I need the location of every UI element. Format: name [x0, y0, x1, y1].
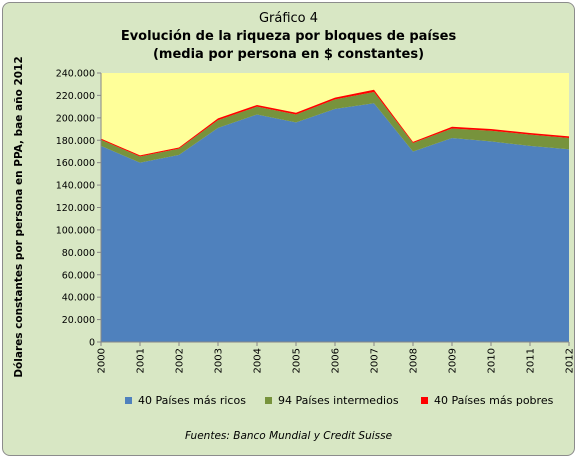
legend-item-intermediate: 94 Países intermedios [265, 394, 399, 407]
chart-subtitle: (media por persona en $ constantes) [152, 47, 425, 62]
source-note: Fuentes: Banco Mundial y Credit Suisse [184, 430, 393, 442]
y-tick-label: 40.000 [62, 293, 95, 304]
chart-title: Evolución de la riqueza por bloques de p… [120, 29, 457, 44]
x-tick-label: 2004 [253, 348, 264, 373]
x-tick-label: 2010 [487, 348, 498, 373]
x-tick-label: 2002 [175, 348, 186, 373]
x-tick-label: 2008 [409, 348, 420, 373]
y-tick-label: 240.000 [56, 69, 95, 80]
chart-title-line-1: Gráfico 4 [258, 11, 319, 26]
y-tick-label: 80.000 [62, 248, 95, 259]
y-tick-label: 0 [89, 338, 95, 349]
y-tick-label: 220.000 [56, 91, 95, 102]
y-tick-label: 140.000 [56, 181, 95, 192]
x-tick-label: 2007 [370, 348, 381, 373]
y-tick-label: 100.000 [56, 225, 95, 236]
legend-item-poor: 40 Países más pobres [421, 394, 553, 407]
y-tick-label: 200.000 [56, 113, 95, 124]
x-tick-label: 2012 [565, 348, 576, 373]
x-tick-label: 2001 [136, 348, 147, 373]
y-tick-label: 120.000 [56, 203, 95, 214]
x-tick-label: 2003 [214, 348, 225, 373]
legend-swatch-rich [125, 397, 132, 404]
x-tick-label: 2006 [331, 348, 342, 373]
y-tick-label: 180.000 [56, 136, 95, 147]
area-series-2 [101, 92, 569, 163]
legend-label-poor: 40 Países más pobres [434, 394, 554, 407]
x-tick-label: 2000 [97, 348, 108, 373]
y-tick-label: 20.000 [62, 315, 95, 326]
y-tick-label: 60.000 [62, 270, 95, 281]
legend-swatch-intermediate [265, 397, 272, 404]
y-tick-label: 160.000 [56, 158, 95, 169]
x-tick-label: 2009 [448, 348, 459, 373]
legend-label-rich: 40 Países más ricos [138, 394, 246, 407]
chart: 0 20.000 40.000 60.000 80.000 100.000 120.000 1… [56, 69, 576, 374]
legend-item-rich: 40 Países más ricos [125, 394, 246, 407]
legend-swatch-poor [421, 397, 428, 404]
x-tick-label: 2011 [526, 348, 537, 373]
x-tick-label: 2005 [292, 348, 303, 373]
y-axis-title: Dólares constantes por persona en PPA, b… [13, 56, 25, 378]
legend-label-intermediate: 94 Países intermedios [278, 394, 399, 407]
legend: 40 Países más ricos 94 Países intermedio… [3, 394, 574, 410]
area-series-1 [101, 103, 569, 342]
chart-frame: 0 20.000 40.000 60.000 80.000 100.000 120.000 1… [2, 2, 575, 456]
